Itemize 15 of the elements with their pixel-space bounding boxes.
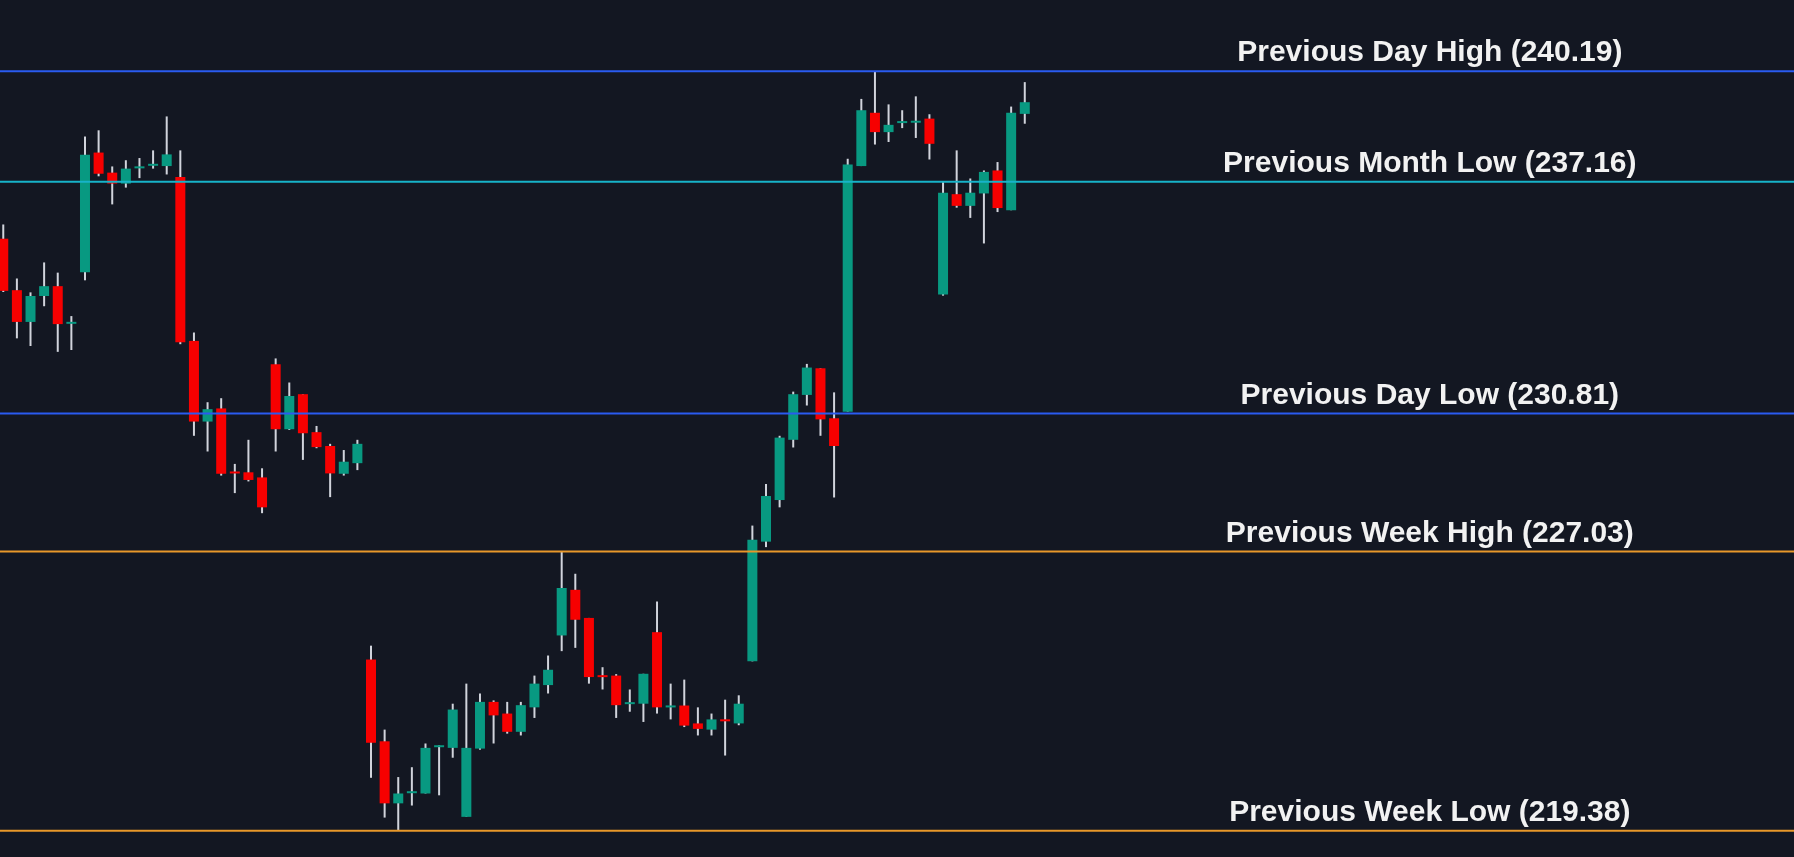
ref-line-label: Previous Month Low (237.16) [1223, 144, 1637, 178]
candlestick [229, 463, 240, 494]
ref-line-label: Previous Day High (240.19) [1237, 34, 1623, 68]
candlestick [665, 683, 676, 720]
ref-line-label: Previous Day Low (230.81) [1240, 376, 1620, 410]
ref-line-label: Previous Week High (227.03) [1225, 514, 1634, 548]
candlestick [66, 316, 77, 351]
candlestick [624, 689, 635, 712]
candlestick [910, 96, 921, 138]
candlestick [134, 158, 145, 179]
candlestick [720, 699, 731, 756]
candlestick [148, 150, 159, 169]
ref-line-label: Previous Week Low (219.38) [1229, 793, 1631, 827]
candlestick [434, 745, 445, 796]
candlestick [406, 767, 417, 806]
